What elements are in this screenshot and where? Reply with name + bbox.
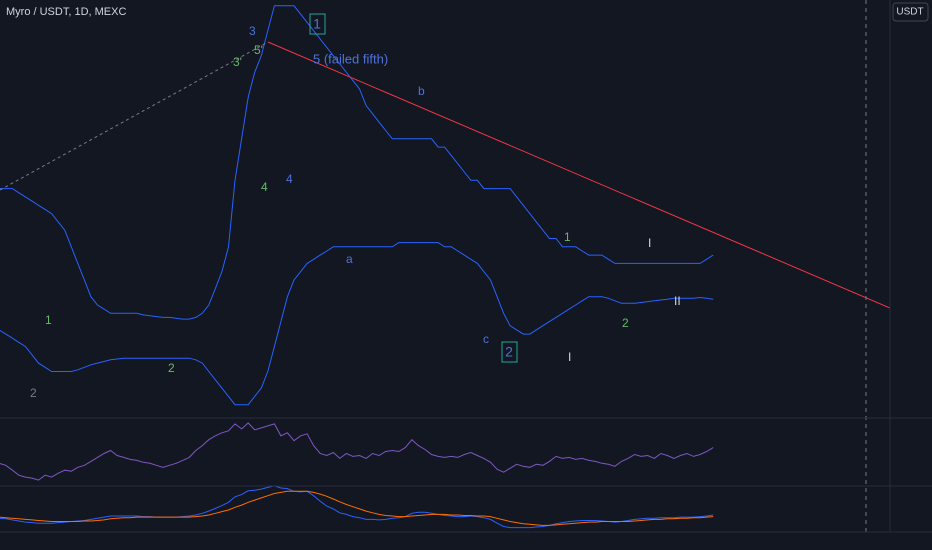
wave-label: I <box>648 236 651 250</box>
wave-label: 4 <box>261 180 268 194</box>
wave-box <box>309 13 326 35</box>
wave-label: 2 <box>168 361 175 375</box>
wave-label: 5 (failed fifth) <box>313 51 388 66</box>
currency-box[interactable] <box>892 2 929 22</box>
wave-label: 3' <box>233 55 242 69</box>
wave-label: b <box>418 84 425 98</box>
wave-label: 1 <box>564 230 571 244</box>
wave-label: 3 <box>249 24 256 38</box>
macd-line <box>0 485 714 529</box>
wave-box <box>501 341 518 363</box>
trendline <box>267 41 891 309</box>
currency[interactable]: USDT <box>896 7 923 18</box>
wave-label: II <box>674 294 681 308</box>
wave-label: 2 <box>30 386 37 400</box>
wave-label: I <box>568 350 571 364</box>
wave-label: 2 <box>622 316 629 330</box>
rsi-line <box>0 422 714 481</box>
wave-label: 1 <box>313 16 321 32</box>
wave-label: 2 <box>505 344 513 360</box>
wave-label: a <box>346 252 353 266</box>
wave-label: 4 <box>286 172 293 186</box>
wave-label: c <box>483 332 489 346</box>
wave-label: 1 <box>45 313 52 327</box>
chart-title: Myro / USDT, 1D, MEXC <box>6 6 126 18</box>
wave-label: 5' <box>254 43 263 57</box>
bollinger-lower <box>0 242 714 406</box>
plot <box>0 5 714 529</box>
signal-line <box>0 490 714 526</box>
bollinger-upper <box>0 5 714 320</box>
